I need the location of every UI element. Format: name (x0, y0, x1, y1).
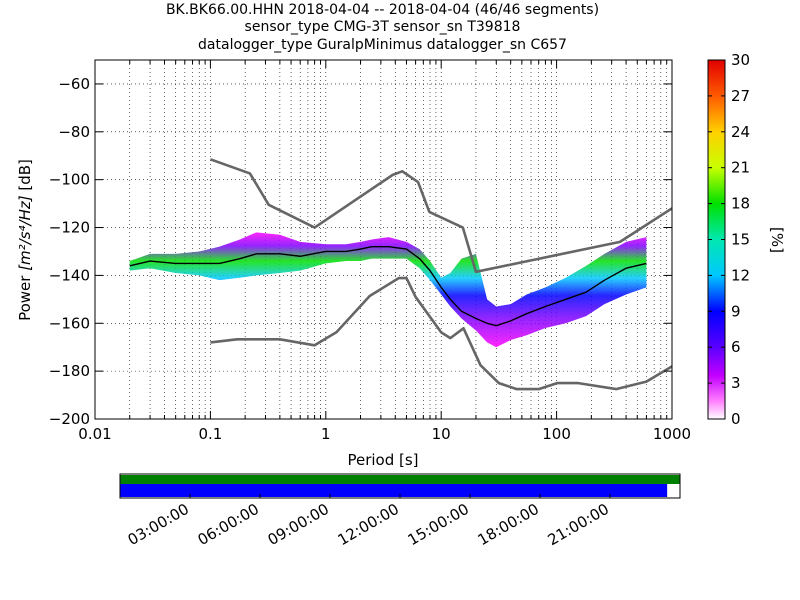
y-axis-label: Power [m²/s⁴/Hz] [dB] (16, 159, 34, 321)
y-tick-label: −60 (58, 75, 90, 93)
time-coverage-bar: 03:00:00 06:00:00 09:00:00 12:00:00 15:00:00… (119, 473, 681, 549)
colorbar-tick-label: 30 (731, 51, 750, 69)
title-line-2: sensor_type CMG-3T sensor_sn T39818 (244, 19, 521, 35)
timebar-tick-label: 21:00:00 (545, 500, 612, 549)
timebar-tick-label: 09:00:00 (265, 500, 332, 549)
y-axis-label-prefix: Power (16, 271, 34, 321)
colorbar-tick-label: 9 (731, 302, 741, 320)
y-tick-label: −120 (49, 219, 90, 237)
x-tick-label: 100 (542, 425, 571, 443)
colorbar-tick-label: 6 (731, 338, 741, 356)
timebar-coverage (120, 484, 668, 497)
psd-density-band (129, 232, 647, 348)
axes: 0.01 0.1 1 10 100 1000 −200 −180 −160 −140 −120 −10… (49, 60, 691, 443)
y-tick-label: −140 (49, 266, 90, 284)
timebar-tick-label: 03:00:00 (125, 500, 192, 549)
colorbar-tick-label: 21 (731, 159, 750, 177)
y-tick-label: −80 (58, 123, 90, 141)
colorbar-tick-label: 12 (731, 266, 750, 284)
timebar-tick-label: 12:00:00 (335, 500, 402, 549)
high-noise-model-line (209, 158, 672, 274)
x-axis-label: Period [s] (347, 451, 418, 469)
y-axis-label-units: [m²/s⁴/Hz] (16, 195, 34, 271)
colorbar-tick-label: 15 (731, 231, 750, 249)
colorbar-tick-label: 24 (731, 123, 750, 141)
timebar-tick-label: 15:00:00 (405, 500, 472, 549)
title-line-1: BK.BK66.00.HHN 2018-04-04 -- 2018-04-04 … (165, 2, 600, 18)
timebar-tick-label: 18:00:00 (475, 500, 542, 549)
low-noise-model-line (210, 276, 672, 391)
y-tick-label: −200 (49, 410, 90, 428)
plot-frame (94, 59, 673, 420)
x-tick-label: 1000 (653, 425, 691, 443)
psd-data (129, 158, 672, 391)
colorbar-label: [%] (768, 227, 786, 253)
colorbar-ticks: 0 3 6 9 12 15 18 21 24 27 30 (708, 51, 750, 428)
colorbar-tick-label: 18 (731, 195, 750, 213)
x-tick-label: 10 (432, 425, 451, 443)
timebar-data-available (120, 475, 680, 484)
title-line-3: datalogger_type GuralpMinimus datalogger… (198, 37, 567, 53)
y-tick-label: −100 (49, 171, 90, 189)
x-tick-label: 0.01 (78, 425, 111, 443)
colorbar-tick-label: 0 (731, 410, 741, 428)
colorbar-tick-label: 3 (731, 374, 741, 392)
y-axis-label-suffix: [dB] (16, 159, 34, 195)
y-tick-label: −180 (49, 362, 90, 380)
timebar-tick-label: 06:00:00 (195, 500, 262, 549)
colorbar-tick-label: 27 (731, 87, 750, 105)
x-tick-label: 1 (321, 425, 331, 443)
x-tick-label: 0.1 (198, 425, 222, 443)
y-tick-label: −160 (49, 314, 90, 332)
mode-curve (129, 245, 647, 327)
